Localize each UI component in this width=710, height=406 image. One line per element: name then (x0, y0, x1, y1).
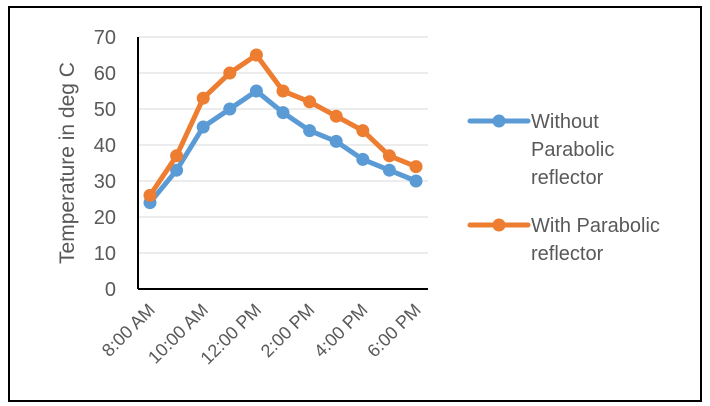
x-tick-label: 6:00 PM (363, 300, 425, 362)
y-tick-label: 70 (94, 27, 116, 49)
series-layer (143, 48, 423, 210)
y-axis-title: Temperature in deg C (56, 62, 79, 264)
series-2-point (356, 124, 370, 138)
series-2-point (382, 149, 396, 163)
chart-frame (8, 6, 702, 402)
series-2-point (303, 95, 317, 109)
series-1-point (170, 163, 184, 177)
legend-swatch-marker-2 (492, 218, 506, 232)
x-tick-label: 4:00 PM (310, 300, 372, 362)
series-1-point (276, 106, 290, 120)
series-2-point (276, 84, 290, 98)
series-1-point (249, 84, 263, 98)
y-tick-label: 60 (94, 63, 116, 85)
series-1-point (329, 134, 343, 148)
y-tick-label: 20 (94, 207, 116, 229)
legend-label: With Parabolic (531, 215, 660, 237)
series-1-point (409, 174, 423, 188)
series-1-point (223, 102, 237, 116)
series-1-point (356, 152, 370, 166)
legend-label: reflector (531, 167, 604, 189)
series-2-point (409, 160, 423, 174)
series-2-point (196, 91, 210, 105)
series-2-point (170, 149, 184, 163)
series-2-point (249, 48, 263, 62)
series-1-point (303, 124, 317, 138)
legend: Without Parabolic reflector With Parabolic r… (467, 111, 660, 265)
y-tick-label: 50 (94, 99, 116, 121)
series-2-point (223, 66, 237, 80)
legend-label: reflector (531, 243, 604, 265)
x-tick-label: 2:00 PM (257, 300, 319, 362)
y-tick-label: 0 (105, 279, 116, 301)
legend-swatch-marker-1 (492, 114, 506, 128)
series-1-point (196, 120, 210, 134)
axes (137, 37, 428, 290)
series-1-point (382, 163, 396, 177)
series-2-point (329, 109, 343, 123)
series-2-point (143, 188, 157, 202)
y-tick-label: 30 (94, 171, 116, 193)
y-tick-label: 40 (94, 135, 116, 157)
y-axis-ticks: 0 10 20 30 40 50 60 70 (94, 27, 116, 301)
series-line-2 (147, 52, 419, 198)
y-tick-label: 10 (94, 243, 116, 265)
legend-label: Without (531, 111, 599, 133)
legend-label: Parabolic (531, 139, 614, 161)
